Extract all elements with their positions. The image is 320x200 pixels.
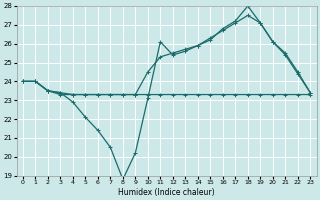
X-axis label: Humidex (Indice chaleur): Humidex (Indice chaleur)	[118, 188, 215, 197]
